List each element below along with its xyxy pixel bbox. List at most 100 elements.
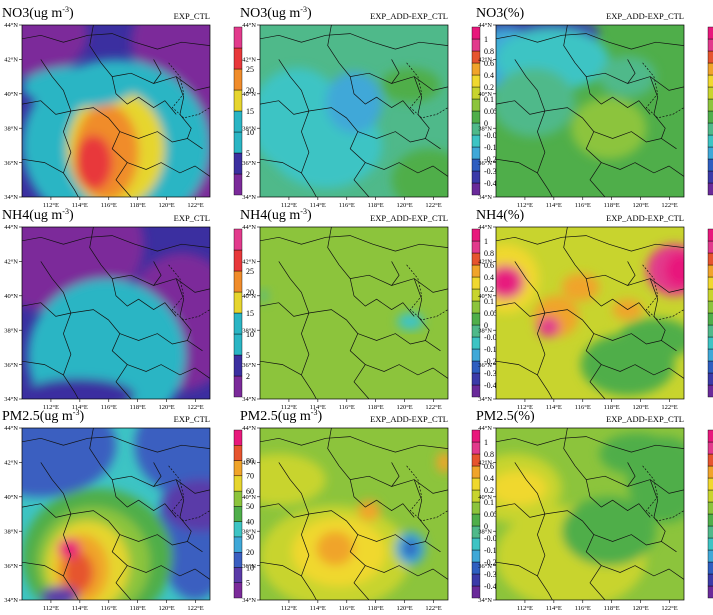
colorbar-swatch: [233, 291, 243, 314]
colorbar-label: 0.05: [484, 107, 498, 116]
x-tick-label: 120°E: [158, 202, 174, 209]
colorbar-label: 0.05: [484, 510, 498, 519]
panel-run-label: EXP_ADD-EXP_CTL: [606, 213, 684, 223]
x-tick-label: 116°E: [101, 202, 117, 209]
boundary-line: [496, 561, 538, 577]
coastline: [168, 465, 210, 522]
colorbar-swatch: [471, 348, 481, 362]
colorbar-swatch: [233, 110, 243, 133]
colorbar-swatch: [707, 384, 713, 398]
colorbar-label: 0.6: [484, 462, 494, 471]
boundary-line: [327, 428, 448, 494]
y-tick-label: 40°N: [478, 293, 492, 300]
field-region: [561, 496, 656, 566]
colorbar-swatch: [233, 68, 243, 91]
map-frame: [495, 427, 685, 601]
field-region: [316, 531, 355, 566]
colorbar-label: 0.4: [484, 273, 494, 282]
boundary-line: [260, 561, 302, 577]
x-tick-label: 120°E: [632, 202, 648, 209]
boundary-line: [563, 428, 684, 494]
field-region: [63, 551, 94, 594]
boundary-line: [496, 302, 545, 317]
field-region: [260, 288, 268, 303]
x-tick-label: 122°E: [661, 605, 677, 612]
boundary-line: [496, 360, 538, 376]
colorbar-swatch: [707, 441, 713, 455]
coastline: [168, 264, 210, 321]
colorbar-swatch: [707, 158, 713, 172]
colorbar-swatch: [471, 300, 481, 314]
colorbar-label: 1: [484, 35, 488, 44]
colorbar-label: 25: [246, 267, 254, 276]
x-tick-label: 114°E: [72, 202, 88, 209]
boundary-line: [260, 360, 302, 376]
boundary-line: [260, 436, 448, 453]
boundary-line: [593, 131, 677, 150]
y-tick-label: 42°N: [478, 259, 492, 266]
colorbar-swatch: [471, 74, 481, 88]
boundary-line: [327, 25, 448, 91]
x-tick-label: 118°E: [604, 404, 620, 411]
boundary-line: [349, 278, 415, 317]
colorbar-swatch: [707, 453, 713, 467]
colorbar-swatch: [471, 477, 481, 491]
colorbar-swatch: [707, 501, 713, 515]
boundary-line: [260, 100, 309, 115]
boundary-line: [496, 503, 545, 518]
y-tick-label: 38°N: [242, 528, 256, 535]
x-tick-label: 114°E: [310, 202, 326, 209]
colorbar: -0.4 -0.3 -0.2 -0.1 -0.05 0 0.05 0.1 0.2 0.4 0.6 0.…: [471, 26, 501, 196]
x-tick-label: 112°E: [43, 605, 59, 612]
x-tick-label: 120°E: [158, 605, 174, 612]
colorbar-swatch: [233, 47, 243, 70]
panel-no3-ctl: 112°E 114°E 116°E 118°E 120°E 122°E 34°N 36°N 38…: [2, 5, 254, 209]
y-tick-label: 44°N: [242, 425, 256, 432]
colorbar-swatch: [471, 228, 481, 242]
y-tick-label: 34°N: [478, 396, 492, 403]
y-tick-label: 44°N: [242, 224, 256, 231]
colorbar-swatch: [471, 264, 481, 278]
y-tick-label: 36°N: [4, 362, 18, 369]
y-tick-label: 40°N: [478, 494, 492, 501]
colorbar-label: 20: [246, 86, 254, 95]
panel-title: NH4(%): [476, 208, 525, 223]
boundary-line: [40, 462, 79, 600]
coastline: [642, 264, 684, 321]
colorbar-label: 70: [246, 472, 254, 481]
colorbar-label: 2: [246, 372, 250, 381]
coastline: [642, 465, 684, 522]
boundary-line: [22, 503, 71, 518]
colorbar-swatch: [471, 38, 481, 52]
boundary-line: [357, 333, 441, 352]
x-tick-label: 118°E: [368, 202, 384, 209]
boundary-line: [349, 479, 415, 518]
panel-title: NO3(ug m-3): [2, 5, 74, 21]
y-tick-label: 36°N: [4, 160, 18, 167]
colorbar-label: 0.4: [484, 71, 494, 80]
panel-title: NH4(ug m-3): [2, 207, 74, 223]
y-tick-label: 44°N: [4, 22, 18, 29]
panel-run-label: EXP_ADD-EXP_CTL: [606, 11, 684, 21]
x-tick-label: 114°E: [546, 202, 562, 209]
boundary-line: [127, 565, 210, 580]
boundary-line: [260, 503, 309, 518]
colorbar-swatch: [233, 551, 243, 568]
boundaries: [496, 25, 684, 197]
boundary-line: [514, 59, 553, 197]
field-region: [22, 66, 135, 108]
field-region: [22, 378, 135, 399]
y-tick-label: 34°N: [242, 396, 256, 403]
boundary-line: [496, 158, 538, 174]
boundary-line: [544, 309, 606, 399]
colorbar-label: -0.4: [484, 381, 497, 390]
boundary-line: [111, 278, 177, 317]
colorbar-swatch: [707, 360, 713, 374]
panel-title: NH4(ug m-3): [240, 207, 312, 223]
colorbar-swatch: [471, 62, 481, 76]
x-tick-label: 118°E: [604, 202, 620, 209]
y-tick-label: 36°N: [478, 362, 492, 369]
field-region: [537, 316, 560, 338]
colorbar-swatch: [233, 429, 243, 446]
